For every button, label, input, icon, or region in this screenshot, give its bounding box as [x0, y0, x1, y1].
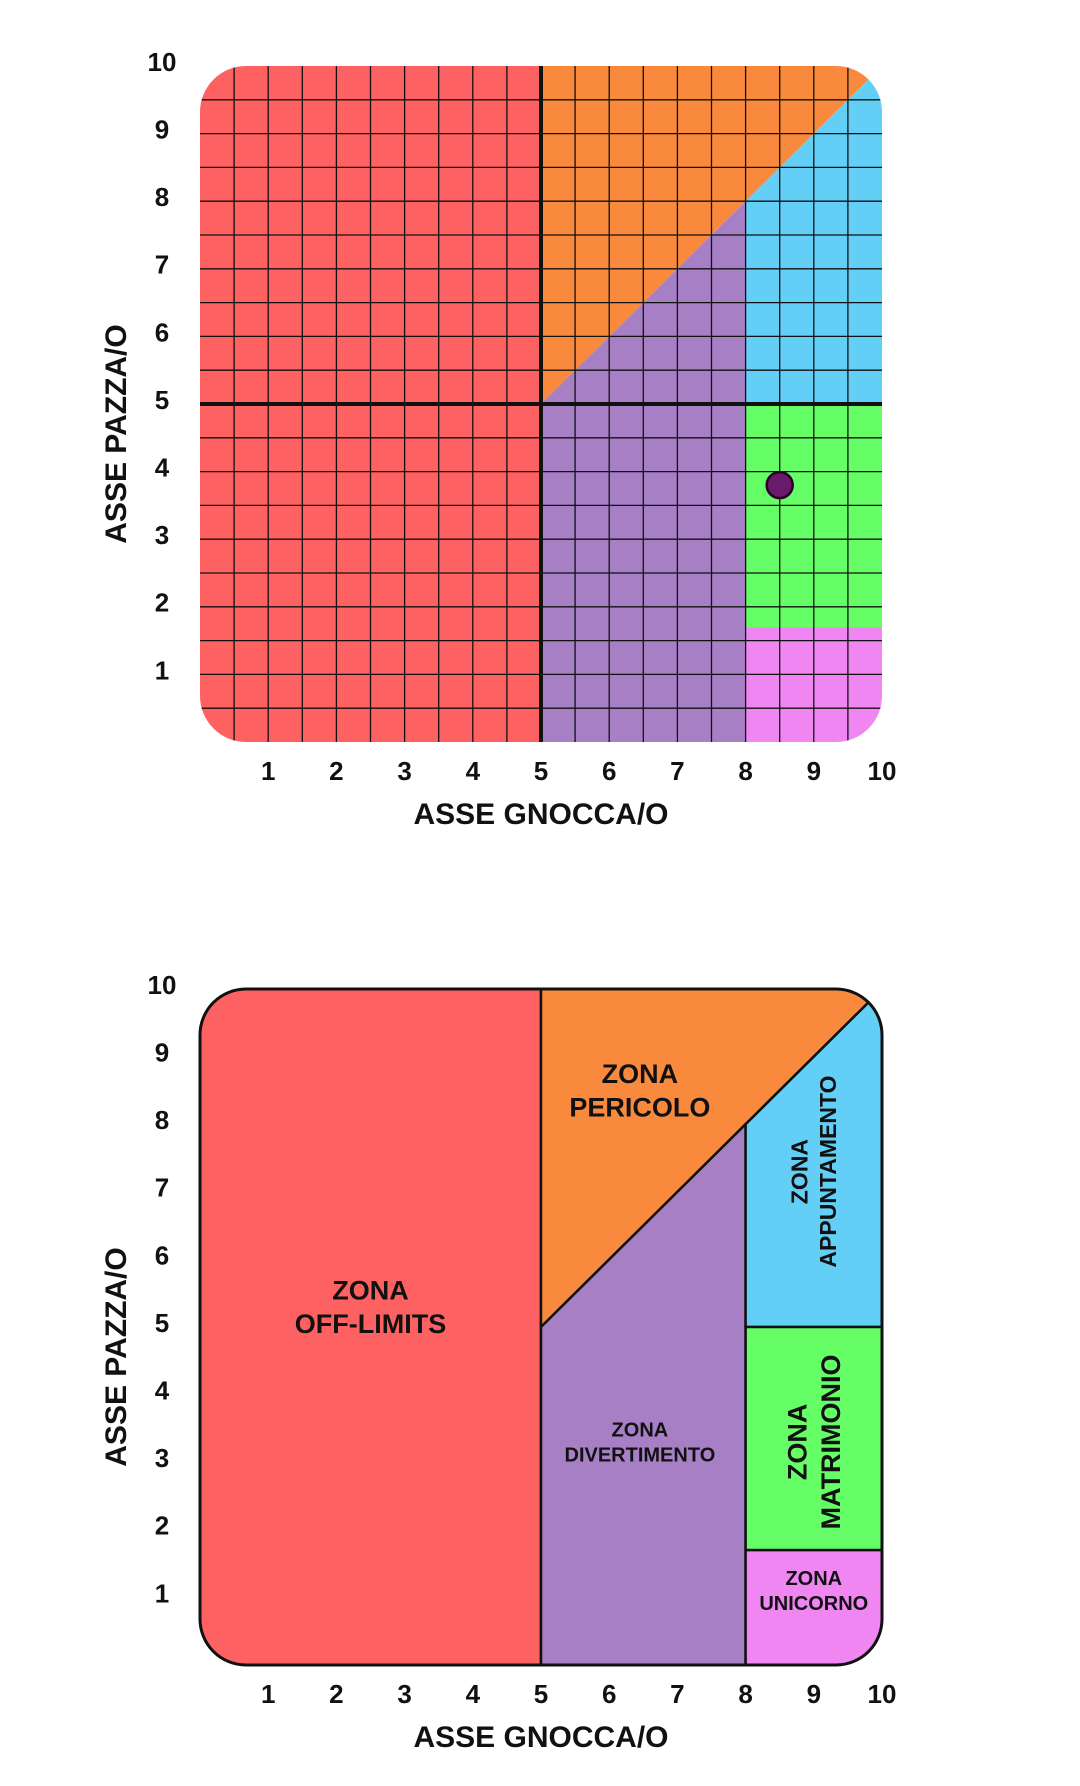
- x-tick-label: 5: [534, 1679, 548, 1709]
- x-tick-label: 9: [807, 1679, 821, 1709]
- y-tick-label: 4: [155, 1375, 170, 1405]
- y-tick-label: 6: [155, 317, 169, 347]
- x-tick-label: 6: [602, 756, 616, 786]
- x-axis-label: ASSE GNOCCA/O: [413, 1721, 668, 1754]
- x-tick-label: 1: [261, 756, 275, 786]
- zone-label-line: ZONA: [782, 1404, 812, 1481]
- x-tick-label: 4: [466, 756, 481, 786]
- y-tick-label: 1: [155, 655, 169, 685]
- data-point: [765, 470, 794, 500]
- x-tick-label: 7: [670, 756, 684, 786]
- x-tick-label: 9: [807, 756, 821, 786]
- x-tick-label: 6: [602, 1679, 616, 1709]
- y-tick-label: 5: [155, 1308, 169, 1338]
- zone-off-limits: [200, 989, 543, 1665]
- zone-map-chart: ZONA OFF-LIMITS ZONA PERICOLO ZONA DIVERTIMEN…: [100, 970, 897, 1754]
- plot-area: [200, 66, 882, 742]
- x-tick-label: 10: [868, 756, 897, 786]
- x-tick-label: 3: [397, 756, 411, 786]
- zone-label-line: DIVERTIMENTO: [565, 1444, 716, 1466]
- y-tick-label: 3: [155, 520, 169, 550]
- y-axis-label: ASSE PAZZA/O: [100, 324, 133, 543]
- y-tick-label: 9: [155, 114, 169, 144]
- x-tick-label: 10: [868, 1679, 897, 1709]
- x-tick-label: 5: [534, 756, 548, 786]
- zone-label-line: MATRIMONIO: [816, 1354, 846, 1529]
- zone-label-appuntamento: ZONA APPUNTAMENTO: [786, 1075, 841, 1267]
- y-tick-label: 8: [155, 1105, 169, 1135]
- zone-label-off-limits: ZONA OFF-LIMITS: [295, 1275, 446, 1339]
- zone-label-line: ZONA: [785, 1568, 842, 1590]
- x-tick-label: 7: [670, 1679, 684, 1709]
- y-tick-label: 7: [155, 250, 169, 280]
- y-tick-label: 8: [155, 182, 169, 212]
- y-tick-label: 10: [148, 970, 177, 1000]
- zone-label-line: UNICORNO: [759, 1593, 868, 1615]
- y-tick-label: 1: [155, 1578, 169, 1608]
- y-tick-label: 4: [155, 452, 170, 482]
- zone-label-pericolo: ZONA PERICOLO: [569, 1059, 710, 1123]
- zone-matrimonio: [744, 1325, 882, 1552]
- x-tick-label: 2: [329, 1679, 343, 1709]
- y-axis-label: ASSE PAZZA/O: [100, 1247, 133, 1466]
- zone-label-matrimonio: ZONA MATRIMONIO: [782, 1354, 846, 1529]
- zone-label-line: ZONA: [332, 1275, 409, 1305]
- x-tick-label: 8: [738, 756, 752, 786]
- zone-label-line: ZONA: [602, 1059, 679, 1089]
- zone-label-divertimento: ZONA DIVERTIMENTO: [565, 1419, 716, 1466]
- zone-label-line: ZONA: [612, 1419, 669, 1441]
- x-axis-label: ASSE GNOCCA/O: [413, 798, 668, 831]
- plot-area: [200, 989, 882, 1665]
- zone-label-unicorno: ZONA UNICORNO: [759, 1568, 868, 1615]
- x-tick-label: 8: [738, 1679, 752, 1709]
- x-tick-label: 4: [466, 1679, 481, 1709]
- x-tick-label: 3: [397, 1679, 411, 1709]
- zone-label-line: APPUNTAMENTO: [815, 1075, 841, 1267]
- zone-label-line: PERICOLO: [569, 1093, 710, 1123]
- y-tick-label: 9: [155, 1037, 169, 1067]
- y-tick-label: 5: [155, 385, 169, 415]
- x-tick-label: 1: [261, 1679, 275, 1709]
- y-tick-label: 6: [155, 1240, 169, 1270]
- y-tick-label: 2: [155, 1511, 169, 1541]
- zone-unicorno: [744, 1548, 882, 1665]
- zone-label-line: OFF-LIMITS: [295, 1309, 446, 1339]
- zone-grid-chart: 1 2 3 4 5 6 7 8 9 10 1 2 3 4 5 6 7 8 9 10 ASSE GNOCCA/O ASSE …: [100, 47, 897, 831]
- y-tick-label: 3: [155, 1443, 169, 1473]
- y-tick-label: 10: [148, 47, 177, 77]
- x-tick-label: 2: [329, 756, 343, 786]
- zone-label-line: ZONA: [786, 1139, 812, 1204]
- y-tick-label: 7: [155, 1173, 169, 1203]
- plot-border: [198, 987, 884, 1667]
- y-tick-label: 2: [155, 588, 169, 618]
